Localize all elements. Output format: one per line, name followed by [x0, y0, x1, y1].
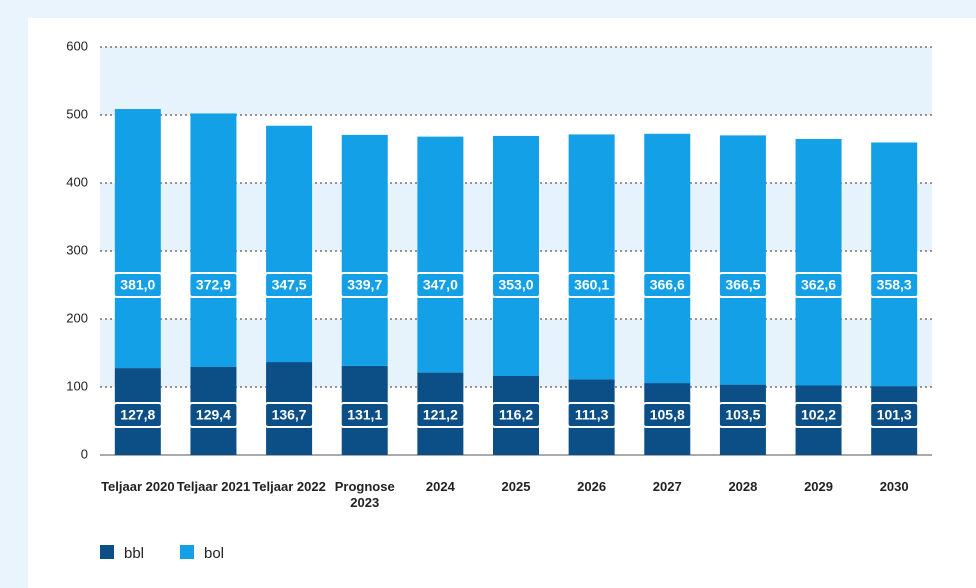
plot-band: [100, 47, 932, 115]
value-label: 339,7: [347, 277, 382, 293]
value-label: 360,1: [574, 277, 609, 293]
value-label-box: [188, 272, 239, 298]
value-label: 101,3: [877, 407, 912, 423]
value-label-box: [491, 272, 541, 298]
value-label-box: [869, 402, 920, 428]
value-label-box: [415, 402, 466, 428]
value-label: 353,0: [498, 277, 533, 293]
value-label: 116,2: [499, 407, 533, 423]
value-label: 381,0: [120, 277, 155, 293]
value-label-box: [112, 402, 163, 428]
value-label-box: [112, 272, 163, 298]
value-label-box: [869, 272, 920, 298]
bar-segment: [568, 134, 615, 380]
x-tick-label: 2024: [425, 479, 455, 494]
bar-segment: [871, 142, 918, 387]
value-label-box: [566, 272, 617, 298]
y-tick-label: 200: [66, 310, 88, 325]
x-tick-label: 2029: [804, 479, 833, 494]
x-tick-label: Teljaar 2022: [252, 479, 326, 494]
value-label: 366,5: [725, 277, 760, 293]
value-label: 102,2: [801, 407, 836, 423]
value-label: 129,4: [196, 407, 231, 423]
value-label-box: [793, 272, 844, 298]
x-tick-label: 2025: [501, 479, 531, 494]
bar-segment: [719, 135, 766, 385]
value-label-box: [339, 272, 390, 298]
x-tick-label: Teljaar 2021: [176, 479, 251, 494]
value-label-box: [264, 402, 315, 428]
value-label-box: [491, 402, 541, 428]
value-label: 347,5: [272, 277, 307, 293]
bar-segment: [795, 138, 842, 386]
value-label-box: [339, 402, 390, 428]
bar-segment: [341, 134, 388, 366]
legend-swatch: [180, 545, 194, 559]
value-label-box: [264, 272, 315, 298]
value-label-box: [793, 402, 844, 428]
value-label-box: [717, 402, 768, 428]
value-label-box: [642, 272, 693, 298]
value-label-box: [566, 402, 617, 428]
value-label: 103,5: [725, 407, 760, 423]
bar-segment: [644, 133, 691, 384]
legend-label: bol: [204, 545, 224, 562]
bar-segment: [493, 135, 539, 376]
value-label-box: [188, 402, 239, 428]
x-tick-label: 2028: [728, 479, 758, 494]
y-tick-label: 300: [66, 242, 88, 257]
bar-segment: [190, 113, 237, 368]
x-tick-label: 2030: [879, 479, 909, 494]
bar-segment: [266, 125, 313, 363]
legend-label: bbl: [124, 545, 144, 562]
value-label: 372,9: [196, 277, 231, 293]
y-tick-label: 100: [66, 378, 88, 393]
x-tick-label: Teljaar 2020: [101, 479, 175, 494]
value-label: 105,8: [650, 407, 685, 423]
value-label: 131,1: [347, 407, 382, 423]
y-tick-label: 500: [66, 106, 88, 121]
value-label: 358,3: [877, 277, 912, 293]
bar-segment: [417, 136, 464, 373]
bar-segment: [114, 109, 161, 369]
value-label: 347,0: [423, 277, 458, 293]
value-label: 121,2: [423, 407, 458, 423]
value-label: 111,3: [575, 407, 609, 423]
x-tick-label: Prognose 2023: [334, 479, 395, 510]
y-tick-label: 600: [66, 38, 88, 53]
value-label: 127,8: [120, 407, 155, 423]
y-tick-label: 0: [81, 446, 88, 461]
value-label-box: [415, 272, 466, 298]
legend-swatch: [100, 545, 114, 559]
x-tick-label: 2027: [652, 479, 682, 494]
value-label: 366,6: [650, 277, 685, 293]
value-label-box: [717, 272, 768, 298]
value-label: 136,7: [272, 407, 307, 423]
value-label-box: [642, 402, 693, 428]
x-tick-label: 2026: [577, 479, 607, 494]
y-tick-label: 400: [66, 174, 88, 189]
value-label: 362,6: [801, 277, 836, 293]
